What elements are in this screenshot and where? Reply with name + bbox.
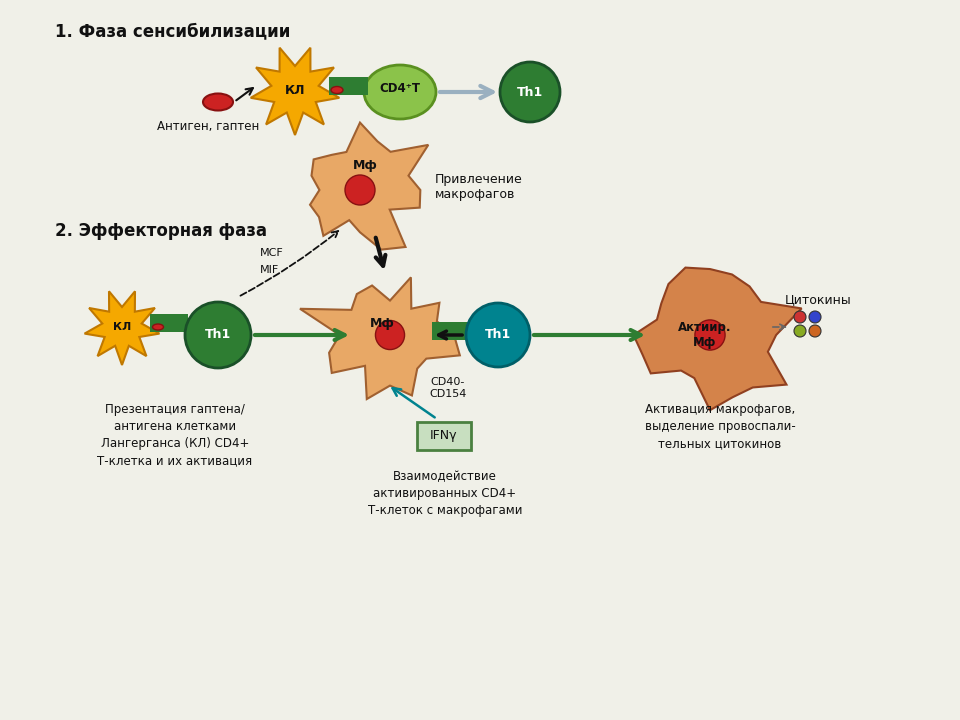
Text: Цитокины: Цитокины bbox=[785, 294, 852, 307]
Bar bbox=[150, 314, 188, 323]
Text: Активация макрофагов,
выделение провоспали-
тельных цитокинов: Активация макрофагов, выделение провоспа… bbox=[644, 403, 796, 450]
Text: КЛ: КЛ bbox=[285, 84, 305, 96]
Polygon shape bbox=[300, 277, 460, 399]
Text: Привлечение
макрофагов: Привлечение макрофагов bbox=[435, 173, 523, 201]
Circle shape bbox=[794, 325, 806, 337]
Text: MIF: MIF bbox=[260, 265, 279, 275]
Circle shape bbox=[345, 175, 375, 205]
Bar bbox=[329, 86, 368, 95]
Text: CD4⁺T: CD4⁺T bbox=[379, 83, 420, 96]
Text: 2. Эффекторная фаза: 2. Эффекторная фаза bbox=[55, 222, 267, 240]
Circle shape bbox=[809, 325, 821, 337]
Circle shape bbox=[375, 320, 404, 349]
Bar bbox=[432, 331, 468, 340]
Text: КЛ: КЛ bbox=[113, 322, 132, 332]
Ellipse shape bbox=[364, 65, 436, 119]
Text: Th1: Th1 bbox=[204, 328, 231, 341]
Text: Мф: Мф bbox=[370, 317, 395, 330]
Text: 1. Фаза сенсибилизации: 1. Фаза сенсибилизации bbox=[55, 22, 290, 40]
Polygon shape bbox=[84, 292, 159, 365]
Bar bbox=[150, 323, 188, 332]
Text: CD40-
CD154: CD40- CD154 bbox=[429, 377, 467, 399]
Bar bbox=[432, 322, 468, 331]
Circle shape bbox=[500, 62, 560, 122]
Ellipse shape bbox=[153, 324, 163, 330]
Text: Презентация гаптена/
антигена клетками
Лангерганса (КЛ) CD4+
Т-клетка и их актив: Презентация гаптена/ антигена клетками Л… bbox=[97, 403, 252, 467]
Text: Th1: Th1 bbox=[516, 86, 543, 99]
Bar bbox=[417, 422, 471, 450]
Text: MCF: MCF bbox=[260, 248, 284, 258]
Polygon shape bbox=[251, 48, 339, 135]
Circle shape bbox=[695, 320, 725, 350]
Polygon shape bbox=[310, 122, 428, 250]
Text: Мф: Мф bbox=[352, 159, 377, 172]
Text: Взаимодействие
активированных CD4+
Т-клеток с макрофагами: Взаимодействие активированных CD4+ Т-кле… bbox=[368, 470, 522, 517]
Circle shape bbox=[809, 311, 821, 323]
Text: IFNγ: IFNγ bbox=[430, 428, 458, 441]
Ellipse shape bbox=[203, 94, 233, 110]
Polygon shape bbox=[634, 268, 802, 410]
Text: Антиген, гаптен: Антиген, гаптен bbox=[156, 120, 259, 133]
Text: Актиир.
Мф: Актиир. Мф bbox=[679, 321, 732, 349]
Text: Th1: Th1 bbox=[485, 328, 511, 341]
Ellipse shape bbox=[331, 86, 343, 94]
Bar bbox=[329, 77, 368, 86]
Circle shape bbox=[794, 311, 806, 323]
Circle shape bbox=[185, 302, 251, 368]
Circle shape bbox=[466, 303, 530, 367]
